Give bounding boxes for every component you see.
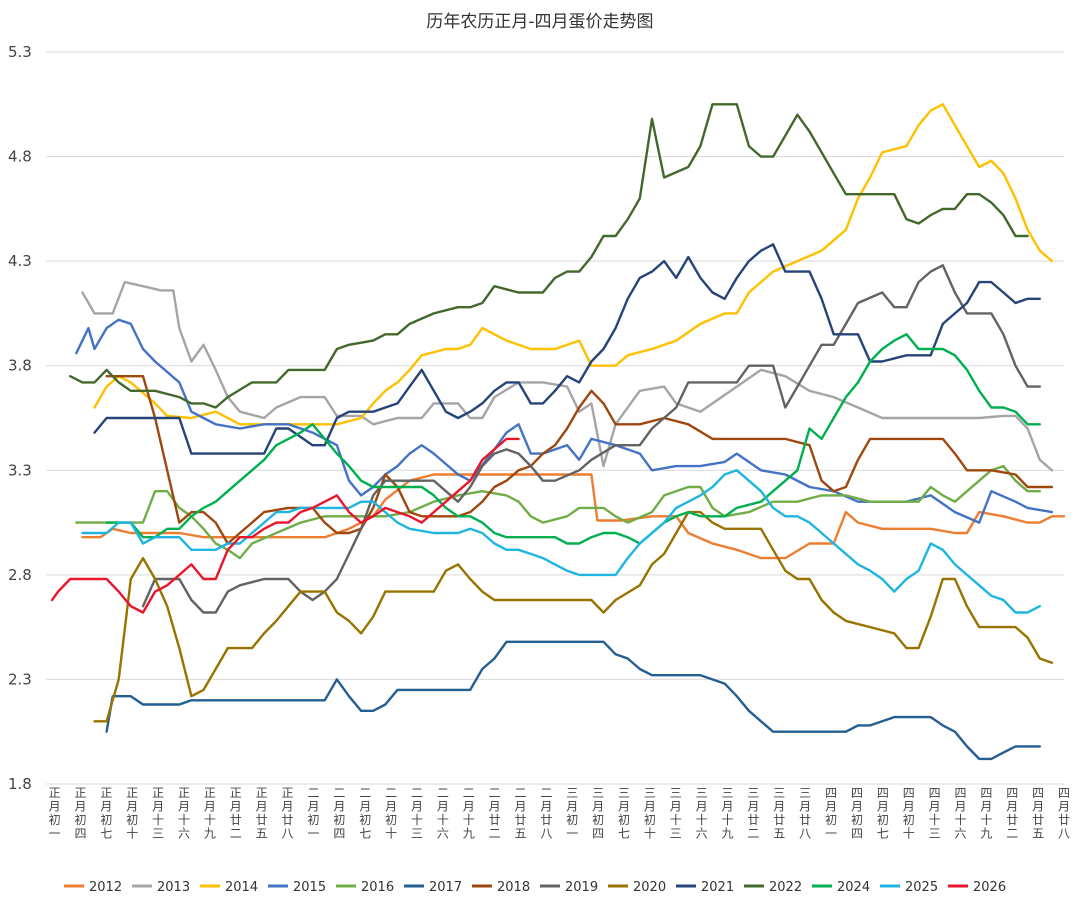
x-tick-label: 三月廿五 [773,786,785,841]
x-tick-label: 二月廿五 [514,786,526,841]
series-line-2017 [105,640,1042,761]
series-line-2012 [81,473,1066,560]
x-tick-label: 三月廿八 [799,786,811,841]
x-tick-label: 正月廿二 [230,786,242,841]
x-tick-label: 二月廿二 [489,786,501,841]
series-lines [50,103,1066,761]
y-tick-label: 2.3 [8,670,32,688]
legend-label-2022: 2022 [769,880,802,895]
x-tick-label: 二月初七 [359,786,371,841]
y-tick-label: 1.8 [8,775,32,793]
x-tick-label: 正月初四 [75,786,87,841]
x-tick-label: 三月十九 [722,786,734,841]
y-tick-label: 3.8 [8,357,32,375]
x-tick-label: 二月十九 [463,786,475,841]
x-tick-label: 三月十六 [696,786,708,841]
legend-label-2016: 2016 [361,880,394,895]
series-line-2014 [93,103,1054,426]
x-tick-label: 四月初四 [851,786,863,841]
series-line-2018 [105,375,1054,545]
x-tick-label: 四月十六 [954,786,966,841]
y-axis-ticks: 1.8 2.3 2.8 3.3 3.8 4.3 4.8 5.3 [8,43,32,793]
x-tick-label: 正月廿五 [256,786,268,841]
x-tick-label: 二月初十 [385,786,397,841]
series-line-2022 [68,103,1029,409]
x-tick-label: 四月廿五 [1032,786,1044,841]
x-tick-label: 四月初十 [903,786,915,841]
x-tick-label: 二月十六 [437,786,449,841]
chart-title: 历年农历正月-四月蛋价走势图 [426,12,653,32]
x-tick-label: 四月廿八 [1058,786,1070,841]
legend-label-2026: 2026 [973,880,1006,895]
legend-label-2017: 2017 [429,880,462,895]
x-tick-label: 四月十九 [980,786,992,841]
legend-label-2021: 2021 [701,880,734,895]
series-line-2020 [93,510,1054,723]
x-tick-label: 二月初四 [333,786,345,841]
x-tick-label: 三月十三 [670,786,682,841]
series-line-2026 [50,437,520,614]
y-tick-label: 4.8 [8,148,32,166]
x-tick-label: 四月初七 [877,786,889,841]
legend-label-2025: 2025 [905,880,938,895]
x-tick-label: 正月十三 [152,786,164,841]
y-tick-label: 3.3 [8,461,32,479]
x-tick-label: 二月十三 [411,786,423,841]
series-line-2024 [105,333,1042,545]
y-tick-label: 4.3 [8,252,32,270]
series-line-2019 [141,264,1042,614]
x-tick-label: 正月初七 [100,786,112,841]
y-tick-label: 5.3 [8,43,32,61]
x-tick-label: 二月廿八 [540,786,552,841]
legend-label-2014: 2014 [225,880,258,895]
x-tick-label: 三月廿二 [747,786,759,841]
x-tick-label: 正月十九 [204,786,216,841]
x-tick-label: 四月初一 [825,786,837,841]
x-tick-label: 三月初七 [618,786,630,841]
series-line-2015 [75,318,1054,524]
x-tick-label: 四月十三 [929,786,941,841]
legend-label-2020: 2020 [633,880,666,895]
y-tick-label: 2.8 [8,566,32,584]
x-tick-label: 四月廿二 [1006,786,1018,841]
x-tick-label: 正月初一 [49,786,61,841]
legend-label-2019: 2019 [565,880,598,895]
x-tick-label: 二月初一 [307,786,319,841]
x-tick-label: 正月初十 [126,786,138,841]
x-tick-label: 正月十六 [178,786,190,841]
legend-label-2012: 2012 [89,880,122,895]
legend-label-2018: 2018 [497,880,530,895]
legend-label-2015: 2015 [293,880,326,895]
x-tick-label: 三月初四 [592,786,604,841]
x-tick-label: 三月初十 [644,786,656,841]
x-axis-ticks: 正月初一 正月初四 正月初七 正月初十 正月十三 正月十六 正月十九 正月廿二 正月廿五 正月廿八… [49,786,1070,841]
x-tick-label: 三月初一 [566,786,578,841]
gridlines [46,51,1064,785]
series-line-2021 [93,243,1042,455]
x-tick-label: 正月廿八 [282,786,294,841]
legend-label-2013: 2013 [157,880,190,895]
legend: 2012 2013 2014 2015 2016 2017 2018 2019 2020 2021… [64,880,1006,895]
legend-label-2024: 2024 [837,880,870,895]
